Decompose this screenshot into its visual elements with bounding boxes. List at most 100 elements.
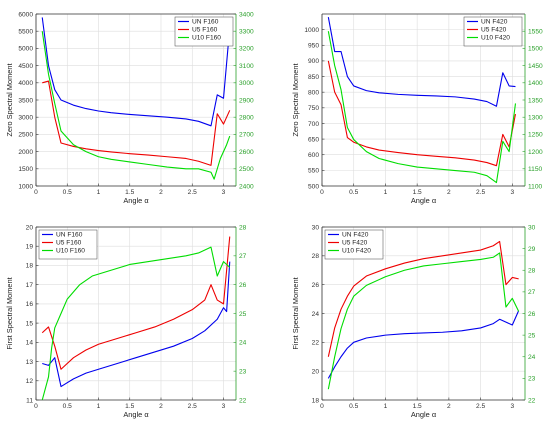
- y-tick-label: 2500: [18, 132, 33, 139]
- series-line-u10: [41, 31, 231, 180]
- x-tick-label: 1.5: [125, 189, 134, 196]
- y-tick-label: 17: [26, 282, 34, 289]
- x-axis-label: Angle α: [411, 196, 437, 205]
- y-tick-label: 18: [26, 263, 34, 270]
- x-tick-label: 0.5: [63, 189, 72, 196]
- x-tick-label: 3: [510, 189, 514, 196]
- y2-tick-label: 28: [528, 268, 536, 275]
- x-tick-label: 0: [34, 403, 38, 410]
- series-line-un: [41, 17, 231, 127]
- y-tick-label: 24: [312, 311, 320, 318]
- y2-tick-label: 22: [239, 397, 247, 404]
- y-tick-label: 15: [26, 320, 34, 327]
- y-tick-label: 650: [308, 136, 319, 143]
- y-tick-label: 700: [308, 121, 319, 128]
- y-tick-label: 5000: [18, 46, 33, 53]
- chart-panel-4: 0 0.5 1 1.5 2 2.5 3 18 20 22 24 26 28 30 22 23 24 25 26 27 2…: [291, 224, 536, 419]
- y-tick-label: 13: [26, 359, 34, 366]
- y2-tick-label: 2600: [239, 149, 254, 156]
- x-tick-label: 0: [320, 189, 324, 196]
- legend-label: U5 F160: [192, 27, 218, 34]
- y2-tick-label: 2900: [239, 97, 254, 104]
- y2-tick-label: 24: [528, 354, 536, 361]
- x-tick-label: 1.5: [413, 403, 422, 410]
- series-line-u5: [327, 240, 519, 357]
- y-axis-label: First Spectral Moment: [5, 277, 14, 349]
- y2-tick-label: 2500: [239, 166, 254, 173]
- y-tick-label: 1000: [304, 27, 319, 34]
- x-tick-label: 2: [447, 189, 451, 196]
- x-tick-label: 2.5: [188, 403, 197, 410]
- y2-tick-label: 24: [239, 340, 247, 347]
- x-tick-label: 0: [320, 403, 324, 410]
- legend-label: UN F420: [481, 19, 508, 26]
- y2-tick-label: 3300: [239, 29, 254, 36]
- y-tick-label: 19: [26, 244, 34, 251]
- x-tick-label: 1.5: [125, 403, 134, 410]
- series-line-u10: [327, 31, 517, 184]
- legend-label: UN F160: [56, 232, 83, 239]
- y2-tick-label: 1450: [528, 63, 543, 70]
- y2-tick-label: 23: [239, 368, 247, 375]
- x-tick-label: 2: [159, 189, 163, 196]
- y-tick-label: 4000: [18, 80, 33, 87]
- y2-tick-label: 2700: [239, 132, 254, 139]
- series-line-un: [42, 261, 231, 388]
- y-tick-label: 18: [312, 397, 320, 404]
- y-tick-label: 1500: [18, 166, 33, 173]
- y-axis-label: Zero Spectral Moment: [291, 63, 300, 136]
- series-line-un: [327, 17, 516, 107]
- y2-tick-label: 28: [239, 224, 247, 231]
- x-tick-label: 2.5: [476, 189, 485, 196]
- series-line-u10: [327, 252, 520, 390]
- y2-tick-label: 1300: [528, 115, 543, 122]
- y2-tick-label: 1350: [528, 97, 543, 104]
- legend-label: U10 F160: [192, 35, 221, 42]
- x-tick-label: 2.5: [476, 403, 485, 410]
- series-line-u10: [41, 246, 231, 401]
- chart-panel-2: 0 0.5 1 1.5 2 2.5 3 500 550 600 650 700 750 800 850 900…: [291, 13, 543, 205]
- x-tick-label: 2.5: [188, 189, 197, 196]
- y-tick-label: 30: [312, 224, 320, 231]
- y2-tick-label: 27: [528, 289, 536, 296]
- x-tick-label: 1: [97, 403, 101, 410]
- y-tick-label: 950: [308, 43, 319, 50]
- y-tick-label: 14: [26, 340, 34, 347]
- x-axis-label: Angle α: [411, 410, 437, 419]
- y-tick-label: 2000: [18, 149, 33, 156]
- y-tick-label: 16: [26, 301, 34, 308]
- x-tick-label: 1.5: [413, 189, 422, 196]
- x-tick-label: 0.5: [349, 189, 358, 196]
- legend-label: U5 F160: [56, 240, 82, 247]
- series-line-un: [327, 310, 520, 379]
- legend-label: U5 F420: [481, 27, 507, 34]
- y2-tick-label: 30: [528, 224, 536, 231]
- y-tick-label: 20: [312, 368, 320, 375]
- x-tick-label: 0: [34, 189, 38, 196]
- legend-label: U5 F420: [342, 240, 368, 247]
- y-axis-label: First Spectral Moment: [291, 277, 300, 349]
- x-tick-label: 2: [159, 403, 163, 410]
- y2-tick-label: 1550: [528, 29, 543, 36]
- series-line-u5: [41, 236, 231, 370]
- y2-tick-label: 1250: [528, 132, 543, 139]
- chart-panel-3: 0 0.5 1 1.5 2 2.5 3 11 12 13 14 15 16 17 18 19 20 22 23 24 2…: [5, 224, 247, 419]
- legend-label: UN F420: [342, 232, 369, 239]
- y2-tick-label: 23: [528, 376, 536, 383]
- x-tick-label: 1: [97, 189, 101, 196]
- y-tick-label: 11: [26, 397, 33, 404]
- y-tick-label: 1000: [18, 183, 33, 190]
- series-line-u5: [42, 80, 231, 166]
- y2-tick-label: 3400: [239, 11, 254, 18]
- y-tick-label: 3000: [18, 115, 33, 122]
- y2-tick-label: 3100: [239, 63, 254, 70]
- y-tick-label: 850: [308, 74, 319, 81]
- y-tick-label: 600: [308, 152, 319, 159]
- series-line-u5: [327, 60, 517, 167]
- y-axis-label: Zero Spectral Moment: [5, 63, 14, 136]
- y2-tick-label: 3000: [239, 80, 254, 87]
